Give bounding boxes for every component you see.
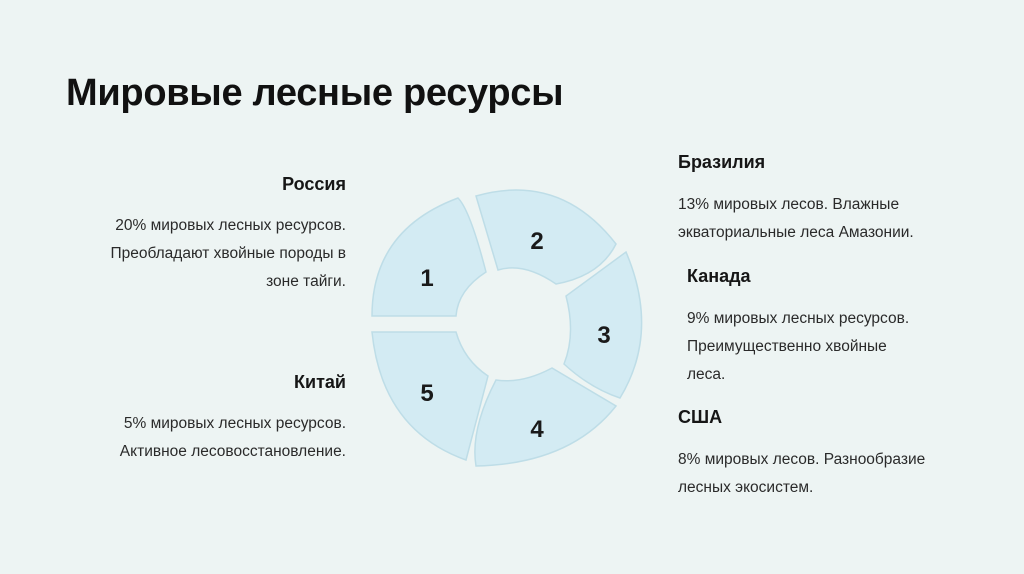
- china-heading: Китай: [294, 372, 346, 392]
- russia-block: Россия 20% мировых лесных ресурсов. Прео…: [110, 174, 346, 296]
- canada-description: 9% мировых лесных ресурсов. Преимуществе…: [687, 305, 909, 389]
- segment-4-shape: [474, 367, 618, 467]
- china-description: 5% мировых лесных ресурсов. Активное лес…: [120, 410, 346, 466]
- russia-line-3: зоне тайги.: [266, 273, 346, 290]
- russia-heading: Россия: [282, 174, 346, 194]
- brazil-line-1: 13% мировых лесов. Влажные: [678, 196, 900, 213]
- segment-2-number: 2: [530, 228, 543, 255]
- segment-1: 1: [371, 197, 487, 317]
- segment-5-shape: [371, 331, 489, 461]
- brazil-block: Бразилия 13% мировых лесов. Влажные эква…: [678, 152, 914, 247]
- usa-line-1: 8% мировых лесов. Разнообразие: [678, 451, 926, 468]
- usa-heading: США: [678, 407, 723, 427]
- canada-heading: Канада: [687, 266, 751, 286]
- brazil-line-2: экваториальные леса Амазонии.: [678, 224, 914, 241]
- russia-description: 20% мировых лесных ресурсов. Преобладают…: [110, 212, 346, 296]
- segment-1-shape: [371, 197, 487, 317]
- segment-3-number: 3: [597, 322, 610, 349]
- canada-line-2: Преимущественно хвойные: [687, 338, 887, 355]
- segment-4: 4: [474, 367, 618, 467]
- brazil-heading: Бразилия: [678, 152, 766, 172]
- russia-line-1: 20% мировых лесных ресурсов.: [115, 217, 346, 234]
- usa-description: 8% мировых лесов. Разнообразие лесных эк…: [678, 446, 925, 502]
- china-line-2: Активное лесовосстановление.: [119, 443, 346, 460]
- china-block: Китай 5% мировых лесных ресурсов. Активн…: [120, 372, 346, 466]
- brazil-description: 13% мировых лесов. Влажные экваториальны…: [678, 191, 914, 247]
- usa-line-2: лесных экосистем.: [678, 479, 814, 496]
- page-title: Мировые лесные ресурсы: [66, 72, 564, 114]
- segment-4-number: 4: [530, 416, 544, 443]
- segment-1-number: 1: [420, 265, 433, 292]
- segment-5-number: 5: [420, 380, 433, 407]
- segment-2: 2: [475, 189, 617, 285]
- canada-block: Канада 9% мировых лесных ресурсов. Преим…: [687, 266, 909, 389]
- segment-5: 5: [371, 331, 489, 461]
- canada-line-1: 9% мировых лесных ресурсов.: [687, 310, 910, 327]
- russia-line-2: Преобладают хвойные породы в: [110, 245, 346, 262]
- usa-block: США 8% мировых лесов. Разнообразие лесны…: [678, 407, 925, 502]
- segment-2-shape: [475, 189, 617, 285]
- canada-line-3: леса.: [687, 366, 726, 383]
- segment-3-shape: [563, 250, 643, 399]
- china-line-1: 5% мировых лесных ресурсов.: [123, 415, 346, 432]
- segment-3: 3: [563, 250, 643, 399]
